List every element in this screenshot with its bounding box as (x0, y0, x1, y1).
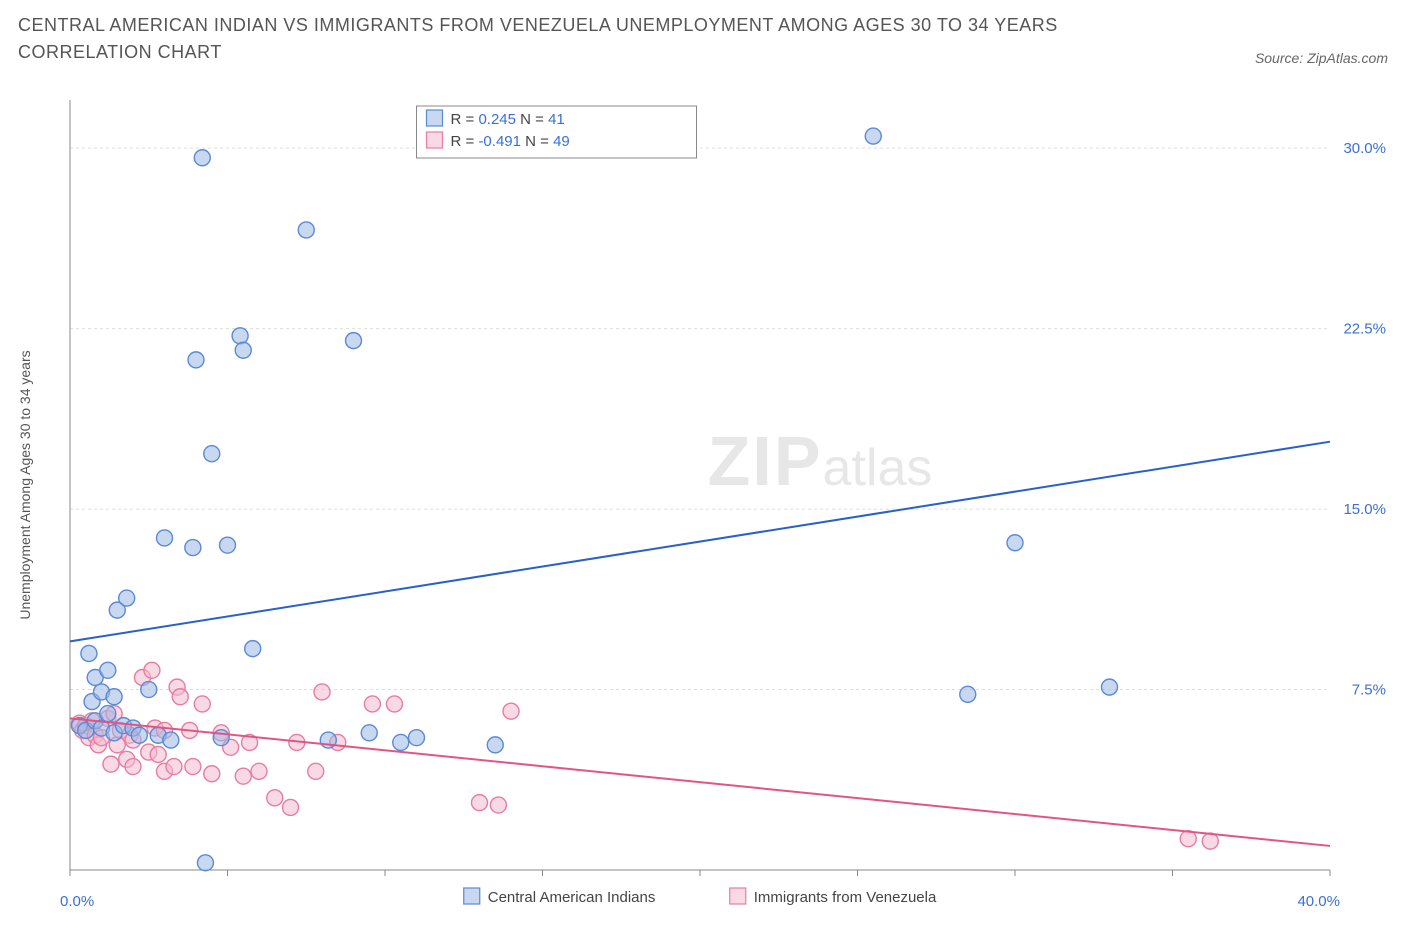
legend-swatch (427, 110, 443, 126)
series-immigrants_from_venezuela (71, 662, 1218, 849)
source-label: Source: ZipAtlas.com (1255, 50, 1388, 66)
trend-line-immigrants_from_venezuela (70, 718, 1330, 846)
legend-bottom-label: Immigrants from Venezuela (754, 889, 937, 906)
correlation-chart: ZIPatlas 7.5% 15.0% 22.5% 30.0% 0.0% 40.0% Unem… (0, 80, 1406, 930)
y-axis-label: Unemployment Among Ages 30 to 34 years (17, 350, 33, 619)
x-tick-label-start: 0.0% (60, 893, 94, 910)
y-tick-label: 30.0% (1343, 140, 1386, 157)
legend-bottom-swatch (464, 888, 480, 904)
trend-line-central_american_indians (70, 442, 1330, 642)
page-title: CENTRAL AMERICAN INDIAN VS IMMIGRANTS FR… (18, 12, 1138, 66)
y-tick-label: 22.5% (1343, 321, 1386, 338)
legend-stats-row: R = 0.245 N = 41 (451, 111, 565, 128)
y-tick-label: 15.0% (1343, 501, 1386, 518)
legend-bottom-label: Central American Indians (488, 889, 656, 906)
legend-swatch (427, 132, 443, 148)
legend-stats-row: R = -0.491 N = 49 (451, 133, 570, 150)
svg-text:ZIPatlas: ZIPatlas (708, 422, 933, 500)
legend-bottom-swatch (730, 888, 746, 904)
x-tick-label-end: 40.0% (1297, 893, 1340, 910)
y-tick-label: 7.5% (1352, 682, 1386, 699)
